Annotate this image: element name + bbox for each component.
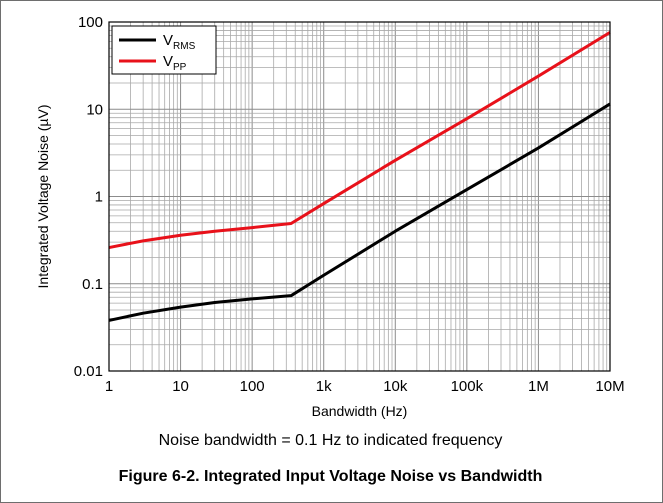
x-tick-label: 10k: [383, 378, 408, 395]
y-tick-label: 0.1: [82, 276, 103, 293]
noise-chart: 1 10 100 1k 10k 100k 1M 10M 0.01 0.1 1 10 100 Bandwid…: [35, 14, 625, 419]
x-tick-label: 1k: [316, 378, 332, 395]
y-tick-label: 0.01: [74, 363, 103, 380]
series-line-vpp: [108, 31, 611, 250]
legend-box: [111, 25, 217, 75]
x-tick-label: 100k: [451, 378, 484, 395]
y-tick-label: 1: [95, 189, 103, 206]
y-tick-label: 100: [78, 14, 103, 31]
x-tick-label: 1: [105, 378, 113, 395]
x-tick-label: 10: [172, 378, 189, 395]
x-tick-label: 1M: [528, 378, 549, 395]
legend-label: VRMS: [163, 32, 196, 52]
chart-note: Noise bandwidth = 0.1 Hz to indicated fr…: [158, 432, 503, 449]
x-tick-label: 100: [240, 378, 265, 395]
plot-border: [108, 21, 611, 372]
legend-label: VPP: [163, 53, 187, 73]
y-tick-label: 10: [86, 101, 103, 118]
x-axis-label: Bandwidth (Hz): [312, 403, 408, 419]
x-tick-label: 10M: [595, 378, 624, 395]
y-axis-label: Integrated Voltage Noise (µV): [35, 105, 51, 289]
series-line-vrms: [108, 102, 611, 322]
figure-caption: Figure 6-2. Integrated Input Voltage Noi…: [118, 468, 543, 485]
